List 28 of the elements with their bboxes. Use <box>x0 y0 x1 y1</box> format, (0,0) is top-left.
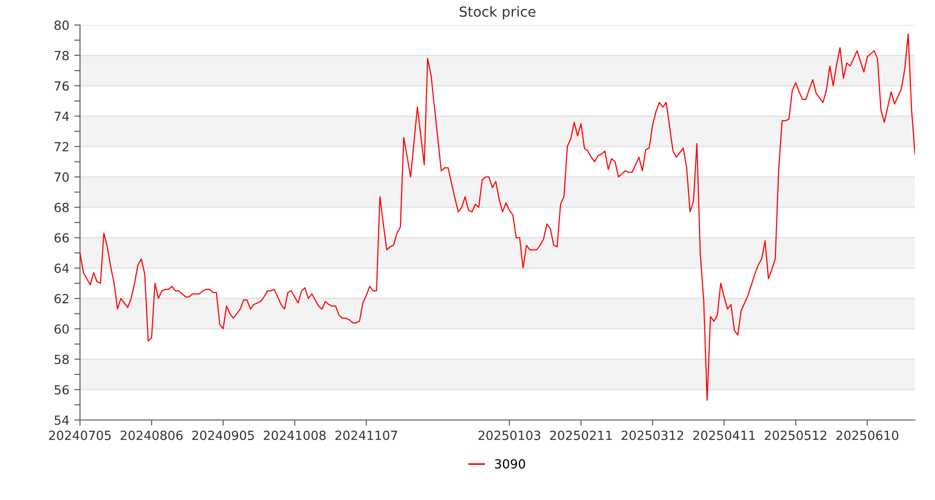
x-tick-label: 20250610 <box>836 430 898 440</box>
y-tick-label: 60 <box>54 324 69 334</box>
chart-title: Stock price <box>460 6 536 20</box>
x-tick-label: 20240806 <box>120 430 183 440</box>
x-tick-label: 20250211 <box>550 430 612 440</box>
x-tick-label: 20240705 <box>49 430 111 440</box>
y-tick-label: 66 <box>54 233 69 243</box>
x-tick-label: 20241008 <box>264 430 326 440</box>
x-tick-label: 20241107 <box>335 430 398 440</box>
y-tick-label: 78 <box>54 50 69 60</box>
y-tick-label: 56 <box>54 385 69 395</box>
legend-label: 3090 <box>495 459 526 469</box>
y-tick-label: 74 <box>54 112 69 121</box>
x-tick-label: 20250103 <box>478 430 540 440</box>
y-tick-label: 58 <box>54 354 69 364</box>
y-tick-label: 62 <box>54 294 68 304</box>
x-tick-label: 20250512 <box>764 430 826 440</box>
y-tick-label: 76 <box>54 81 69 91</box>
y-tick-label: 54 <box>54 416 69 425</box>
x-tick-label: 20240905 <box>192 430 254 440</box>
y-tick-label: 72 <box>54 142 68 152</box>
y-tick-label: 68 <box>54 202 69 212</box>
y-tick-label: 64 <box>54 264 69 274</box>
y-tick-label: 80 <box>54 20 69 30</box>
x-tick-label: 20250312 <box>622 430 684 440</box>
x-tick-label: 20250411 <box>693 430 755 440</box>
y-tick-label: 70 <box>54 172 69 182</box>
line-series <box>80 34 915 401</box>
